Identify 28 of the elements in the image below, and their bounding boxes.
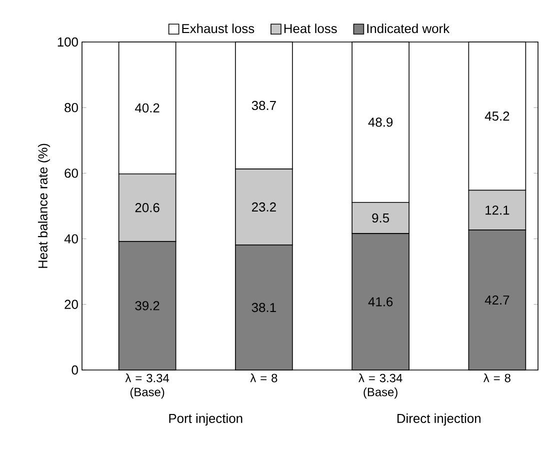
y-tick-label: 20 <box>64 300 78 309</box>
data-label: 40.2 <box>135 103 160 113</box>
legend-label: Exhaust loss <box>182 24 254 34</box>
y-tick-label: 80 <box>64 103 78 112</box>
data-label: 42.7 <box>484 295 510 304</box>
data-label: 20.6 <box>135 203 160 212</box>
x-tick-label: λ = 3.34 (Base) <box>358 374 402 399</box>
legend-label: Heat loss <box>284 24 337 34</box>
data-label: 45.2 <box>484 112 510 121</box>
data-label: 39.2 <box>135 301 160 310</box>
x-tick-label: λ = 8 <box>250 374 278 382</box>
text: Port injection <box>169 414 242 426</box>
data-label: 23.2 <box>252 202 276 212</box>
x-tick-label: λ = 3.34 (Base) <box>125 374 170 399</box>
text: Direct injection <box>397 414 480 426</box>
y-tick-label: 60 <box>64 168 78 178</box>
data-label: 38.1 <box>252 302 276 312</box>
x-tick-label: λ = 8 <box>483 374 510 382</box>
data-label: 38.7 <box>252 100 276 110</box>
data-label: 12.1 <box>486 206 510 215</box>
y-tick-label: 100 <box>58 37 78 47</box>
y-axis-title: Heat balance rate (%) <box>38 144 50 268</box>
data-label: 48.9 <box>368 118 393 127</box>
y-tick-label: 0 <box>72 365 78 375</box>
data-label: 41.6 <box>368 297 393 306</box>
legend-label: Indicated work <box>367 24 450 34</box>
data-label: 9.5 <box>372 213 390 223</box>
y-tick-label: 40 <box>64 234 78 244</box>
